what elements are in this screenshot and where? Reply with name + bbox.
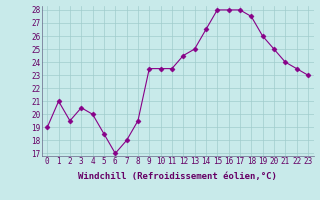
X-axis label: Windchill (Refroidissement éolien,°C): Windchill (Refroidissement éolien,°C) bbox=[78, 172, 277, 181]
